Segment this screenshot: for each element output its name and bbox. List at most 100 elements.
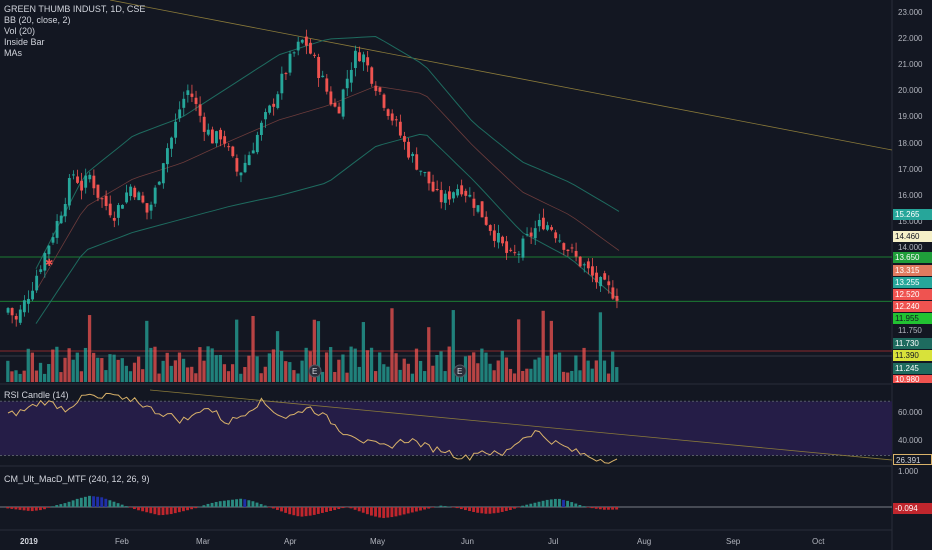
macd-bar — [316, 507, 320, 514]
macd-bar — [459, 507, 463, 510]
price-tick: 17.000 — [898, 165, 923, 174]
candle — [190, 93, 194, 97]
volume-bar — [521, 370, 525, 382]
macd-bar — [333, 507, 337, 511]
candle — [161, 163, 165, 184]
macd-bar — [447, 506, 451, 508]
volume-bar — [243, 367, 247, 382]
candle — [210, 129, 214, 144]
candle — [272, 103, 276, 107]
macd-bar — [71, 500, 75, 507]
candle — [394, 119, 398, 121]
volume-bar — [525, 368, 529, 382]
volume-bar — [173, 360, 178, 382]
volume-bar — [124, 365, 128, 382]
macd-bar — [308, 507, 312, 516]
price-label-level: 13.650 — [893, 252, 932, 263]
macd-bar — [455, 507, 459, 509]
candle — [472, 198, 476, 208]
candle — [566, 249, 570, 252]
candle — [276, 94, 280, 108]
candle — [174, 121, 178, 138]
volume-bar — [14, 370, 18, 382]
volume-bar — [255, 356, 259, 382]
macd-bar — [537, 501, 541, 507]
macd-bar — [570, 502, 574, 507]
macd-bar — [177, 507, 181, 513]
candle — [337, 106, 341, 114]
volume-bar — [186, 367, 190, 382]
legend-mas[interactable]: MAs — [4, 48, 22, 58]
legend-inside-bar[interactable]: Inside Bar — [4, 37, 45, 47]
volume-bar — [300, 360, 304, 382]
volume-bar — [210, 348, 214, 382]
macd-bar — [484, 507, 488, 514]
volume-bar — [280, 350, 284, 382]
candle — [129, 186, 133, 196]
macd-bar — [423, 507, 427, 510]
legend-volume[interactable]: Vol (20) — [4, 26, 36, 36]
candle — [243, 162, 247, 173]
rsi-legend[interactable]: RSI Candle (14) — [4, 390, 69, 400]
candle — [170, 137, 173, 149]
candle — [10, 308, 14, 316]
legend-symbol[interactable]: GREEN THUMB INDUST, 1D, CSE — [4, 4, 146, 14]
candle — [615, 295, 619, 301]
candle — [488, 225, 492, 231]
candle — [607, 281, 611, 286]
volume-bar — [157, 373, 161, 382]
rsi-tick: 60.000 — [898, 408, 923, 417]
price-tick: 18.000 — [898, 139, 923, 148]
macd-bar — [394, 507, 398, 517]
candle — [501, 236, 504, 244]
volume-bar — [288, 362, 292, 382]
volume-bar — [165, 352, 169, 382]
macd-legend[interactable]: CM_Ult_MacD_MTF (240, 12, 26, 9) — [4, 474, 150, 484]
candle — [108, 203, 112, 216]
candle — [67, 178, 71, 206]
macd-bar — [402, 507, 406, 515]
volume-bar — [472, 352, 476, 382]
volume-bar — [517, 319, 521, 382]
macd-bar — [325, 507, 328, 512]
candle — [358, 52, 361, 62]
macd-bar — [553, 498, 557, 507]
price-tick: 15.000 — [898, 217, 923, 226]
macd-bar — [574, 503, 578, 507]
bollinger-lower — [35, 133, 620, 324]
macd-bar — [480, 507, 484, 514]
volume-bar — [512, 373, 517, 382]
volume-bar — [259, 373, 263, 382]
volume-bar — [557, 352, 562, 382]
legend-bollinger[interactable]: BB (20, close, 2) — [4, 15, 71, 25]
candle — [562, 243, 566, 250]
macd-bar — [508, 507, 512, 511]
macd-bar — [206, 503, 210, 507]
volume-bar — [394, 353, 398, 382]
macd-bar — [96, 496, 100, 507]
candle — [227, 146, 231, 148]
volume-bar — [202, 360, 206, 382]
volume-bar — [480, 348, 484, 382]
candle — [92, 175, 96, 189]
candle — [374, 85, 378, 91]
macd-bar — [43, 507, 46, 510]
macd-bar — [92, 496, 95, 507]
candle — [96, 184, 100, 198]
price-tick: 21.000 — [898, 60, 923, 69]
candle — [603, 273, 607, 280]
macd-bar — [439, 505, 443, 507]
candle — [76, 176, 79, 183]
candle — [251, 150, 255, 154]
price-label-bb-mid: 13.255 — [893, 277, 932, 288]
volume-bar — [427, 327, 431, 382]
macd-bar — [513, 507, 516, 509]
macd-bar — [198, 506, 202, 508]
macd-bar — [255, 502, 259, 507]
candle — [125, 192, 128, 203]
earnings-marker — [308, 364, 322, 378]
macd-bar — [194, 507, 198, 509]
macd-bar — [504, 507, 508, 511]
volume-bar — [451, 310, 455, 382]
